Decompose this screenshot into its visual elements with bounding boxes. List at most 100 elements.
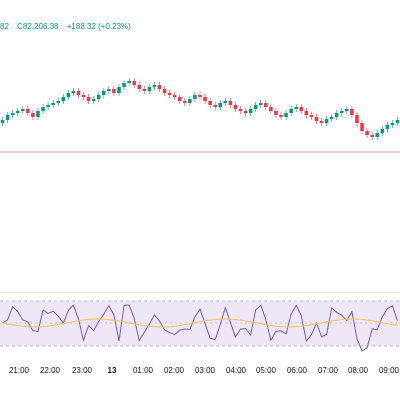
candle-body bbox=[193, 95, 197, 99]
time-axis-label: 07:00 bbox=[317, 366, 339, 375]
candles bbox=[0, 78, 400, 140]
candle-body bbox=[26, 109, 30, 113]
candle-body bbox=[96, 95, 101, 99]
candle-body bbox=[223, 101, 228, 103]
candle-body bbox=[71, 91, 76, 93]
candle-body bbox=[152, 85, 157, 87]
previous-price: 82 bbox=[0, 22, 9, 31]
candle-body bbox=[162, 89, 167, 93]
rsi-pane[interactable] bbox=[0, 296, 400, 356]
time-axis-label: 08:00 bbox=[347, 366, 369, 375]
candle-body bbox=[31, 113, 35, 117]
candle-body bbox=[269, 107, 273, 111]
candle-body bbox=[314, 117, 319, 121]
candle-body bbox=[274, 111, 278, 115]
candle-body bbox=[264, 103, 268, 107]
candle-body bbox=[324, 119, 329, 123]
candle-body bbox=[132, 81, 136, 85]
time-axis-label: 03:00 bbox=[194, 366, 216, 375]
candle-body bbox=[390, 123, 395, 125]
candle-body bbox=[258, 103, 263, 105]
candle-body bbox=[137, 85, 142, 89]
candle-body bbox=[21, 109, 25, 111]
candle-body bbox=[76, 91, 81, 95]
candle-body bbox=[355, 115, 359, 123]
candle-body bbox=[385, 125, 390, 129]
time-axis: 21:00 22:00 23:00 13 01:00 02:00 03:00 04:00 05:… bbox=[0, 362, 400, 382]
candle-body bbox=[284, 113, 288, 117]
candle-body bbox=[294, 107, 298, 109]
candle-body bbox=[289, 109, 293, 113]
pane-separator bbox=[0, 292, 400, 293]
candle-body bbox=[395, 120, 400, 123]
candle-body bbox=[157, 85, 162, 89]
candle-body bbox=[253, 105, 258, 109]
candle-body bbox=[380, 129, 385, 133]
time-axis-label: 04:00 bbox=[225, 366, 247, 375]
candle-body bbox=[360, 123, 364, 131]
candle-body bbox=[56, 101, 60, 103]
candle-body bbox=[86, 97, 91, 101]
rsi-ma-line bbox=[2, 318, 398, 328]
candle-body bbox=[213, 105, 217, 107]
time-axis-label: 21:00 bbox=[8, 366, 30, 375]
candle-body bbox=[36, 111, 40, 117]
time-axis-label: 23:00 bbox=[71, 366, 93, 375]
candle-body bbox=[243, 111, 248, 113]
candle-body bbox=[81, 95, 86, 97]
time-axis-label: 06:00 bbox=[286, 366, 308, 375]
candle-body bbox=[218, 103, 223, 107]
candle-body bbox=[5, 115, 10, 120]
candle-body bbox=[122, 83, 126, 87]
candle-body bbox=[340, 111, 344, 113]
candle-body bbox=[299, 107, 304, 111]
candle-body bbox=[46, 105, 50, 107]
candle-body bbox=[41, 107, 45, 111]
candle-body bbox=[304, 111, 309, 115]
candle-body bbox=[350, 109, 354, 115]
candle-body bbox=[248, 109, 253, 113]
time-axis-label: 01:00 bbox=[132, 366, 154, 375]
candle-body bbox=[177, 97, 182, 101]
candle-body bbox=[183, 101, 187, 103]
candle-body bbox=[117, 87, 121, 93]
time-axis-label: 13 bbox=[107, 366, 117, 375]
candle-body bbox=[208, 101, 212, 105]
candle-body bbox=[172, 95, 177, 97]
candle-body bbox=[345, 109, 349, 111]
time-axis-label: 05:00 bbox=[255, 366, 277, 375]
time-axis-label: 09:00 bbox=[378, 366, 400, 375]
candle-body bbox=[102, 91, 106, 95]
candle-body bbox=[309, 115, 314, 117]
candle-body bbox=[10, 113, 15, 115]
candle-body bbox=[370, 135, 374, 137]
candle-body bbox=[375, 133, 379, 137]
candle-body bbox=[147, 87, 152, 91]
candle-body bbox=[142, 89, 147, 91]
candle-body bbox=[228, 101, 233, 105]
candle-body bbox=[167, 93, 172, 95]
price-change: +188.32 (+0.23%) bbox=[66, 22, 131, 31]
candlestick-chart[interactable] bbox=[0, 40, 400, 290]
candle-body bbox=[319, 121, 324, 123]
candle-body bbox=[188, 99, 192, 103]
candle-body bbox=[51, 103, 55, 105]
candle-body bbox=[112, 89, 116, 93]
candle-body bbox=[61, 97, 66, 101]
candle-body bbox=[334, 113, 339, 117]
rsi-band bbox=[0, 301, 400, 346]
candle-body bbox=[203, 97, 207, 101]
candle-body bbox=[329, 117, 334, 119]
candle-body bbox=[233, 105, 238, 109]
candle-body bbox=[91, 99, 96, 101]
close-price: C82,206.38 bbox=[17, 22, 59, 31]
candle-body bbox=[279, 115, 283, 117]
candle-body bbox=[127, 81, 131, 83]
time-axis-label: 02:00 bbox=[163, 366, 185, 375]
candle-body bbox=[66, 93, 71, 97]
candle-body bbox=[238, 109, 243, 111]
candle-body bbox=[107, 89, 111, 91]
price-header: 82 C82,206.38 +188.32 (+0.23%) bbox=[0, 22, 137, 31]
candle-body bbox=[0, 120, 5, 123]
candle-body bbox=[15, 111, 20, 113]
